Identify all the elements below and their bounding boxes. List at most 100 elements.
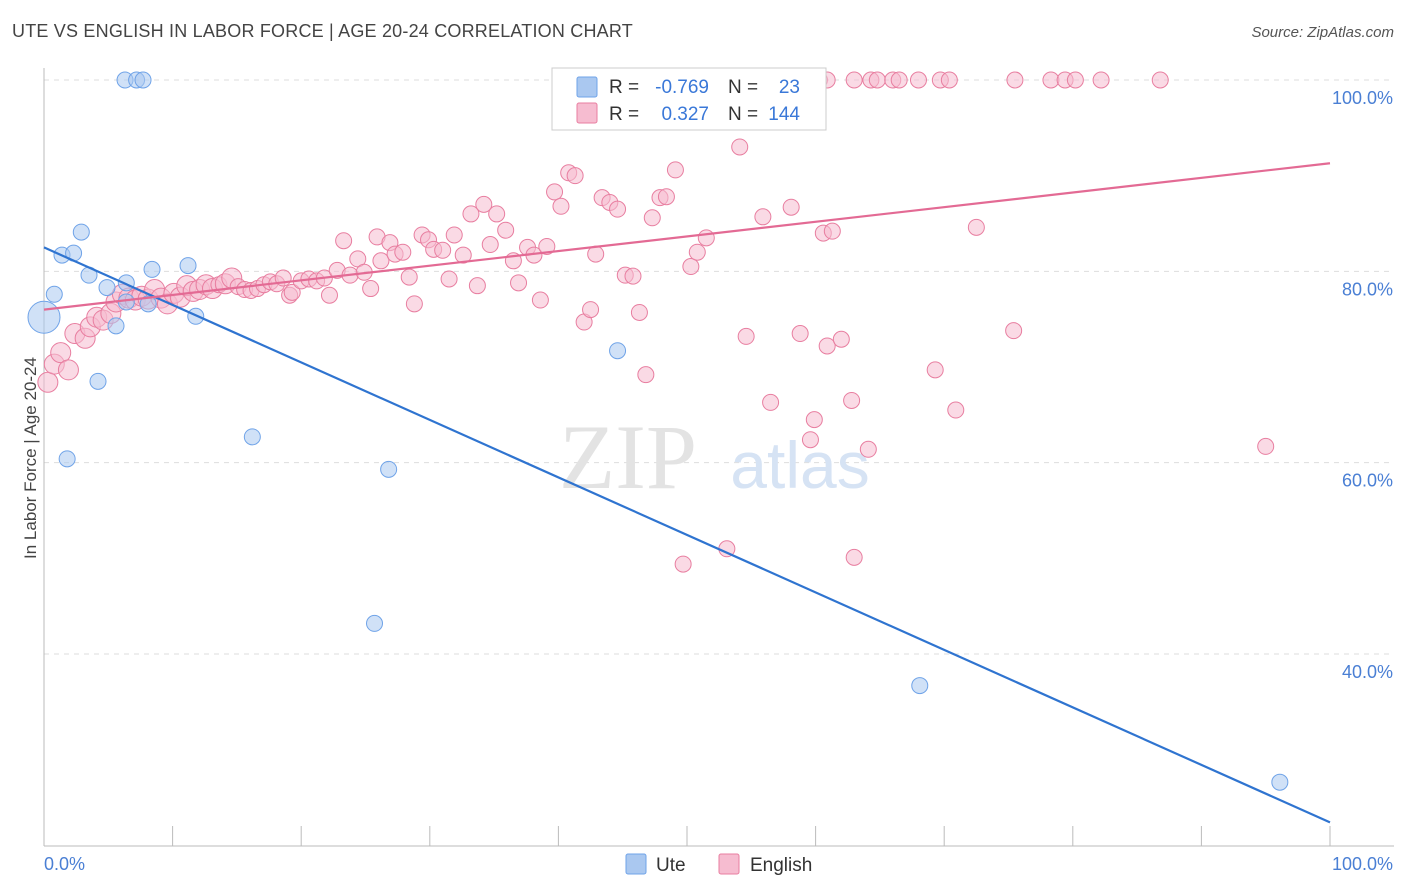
ute-point: [911, 677, 929, 695]
ute-point: [58, 450, 76, 468]
trend-lines: [43, 162, 1331, 824]
english-point: [1042, 71, 1060, 89]
ute-point: [134, 71, 152, 89]
english-point: [845, 548, 863, 566]
legend-english-r-label: R =: [609, 104, 639, 125]
english-point: [538, 237, 556, 255]
chart-title: UTE VS ENGLISH IN LABOR FORCE | AGE 20-2…: [12, 21, 633, 41]
english-point: [531, 291, 549, 309]
english-point: [805, 411, 823, 429]
ute-point: [98, 279, 116, 297]
y-tick-label: 40.0%: [1342, 662, 1393, 682]
english-point: [782, 198, 800, 216]
legend-ute-r-value: -0.769: [655, 77, 709, 98]
bottom-legend: Ute English: [625, 853, 812, 876]
english-point: [445, 226, 463, 244]
english-point: [1006, 71, 1024, 89]
legend-ute-swatch: [576, 76, 598, 98]
ute-point: [179, 257, 197, 275]
english-point: [731, 138, 749, 156]
english-point: [845, 71, 863, 89]
y-axis-label: In Labor Force | Age 20-24: [21, 357, 40, 559]
legend-english-swatch: [576, 102, 598, 124]
x-tick-label: 0.0%: [44, 854, 85, 874]
ute-point: [45, 285, 63, 303]
ute-point: [380, 460, 398, 478]
english-point: [475, 195, 493, 213]
legend-box: R = -0.769 N = 23 R = 0.327 N = 144: [551, 67, 827, 131]
english-point: [926, 361, 944, 379]
watermark-atlas: atlas: [730, 428, 869, 502]
english-point: [462, 205, 480, 223]
english-point: [688, 243, 706, 261]
english-point: [454, 246, 472, 264]
english-point: [400, 268, 418, 286]
english-point: [674, 555, 692, 573]
ute-point: [143, 260, 161, 278]
watermark: ZIP atlas: [559, 406, 870, 508]
english-point: [552, 197, 570, 215]
english-point: [405, 295, 423, 313]
english-point: [497, 221, 515, 239]
ute-point: [107, 317, 125, 335]
english-point: [801, 431, 819, 449]
ute-point: [139, 295, 157, 313]
y-tick-label: 100.0%: [1332, 88, 1393, 108]
english-point: [657, 188, 675, 206]
english-point: [434, 241, 452, 259]
english-point: [791, 325, 809, 343]
english-point: [394, 243, 412, 261]
gridlines: [44, 79, 1394, 655]
english-point: [1092, 71, 1110, 89]
english-point: [843, 391, 861, 409]
english-point: [1151, 71, 1169, 89]
legend-english-n-value: 144: [768, 104, 800, 125]
english-point: [37, 371, 59, 393]
english-point: [335, 232, 353, 250]
y-tick-label: 60.0%: [1342, 471, 1393, 491]
english-point: [624, 267, 642, 285]
english-point: [737, 327, 755, 345]
english-point: [362, 280, 380, 298]
x-tick-label: 100.0%: [1332, 854, 1393, 874]
bottom-legend-ute-swatch: [625, 853, 647, 875]
english-point: [967, 218, 985, 236]
legend-ute-n-label: N =: [728, 77, 758, 98]
english-point: [637, 366, 655, 384]
english-point: [643, 209, 661, 227]
english-point: [832, 330, 850, 348]
source-label: Source: ZipAtlas.com: [1251, 24, 1394, 41]
english-point: [754, 208, 772, 226]
english-point: [609, 200, 627, 218]
legend-frame: [551, 67, 827, 131]
english-point: [868, 71, 886, 89]
tick-labels: 40.0% 60.0% 80.0% 100.0% 0.0% 100.0%: [44, 88, 1393, 874]
ute-trend-line: [43, 246, 1331, 824]
english-point: [481, 236, 499, 254]
watermark-zip: ZIP: [559, 406, 697, 508]
bottom-legend-english-swatch: [718, 853, 740, 875]
bottom-legend-english-label: English: [750, 855, 812, 876]
english-point: [372, 252, 390, 270]
axes: [43, 68, 1394, 847]
ute-point: [89, 372, 107, 390]
english-point: [818, 337, 836, 355]
english-point: [582, 301, 600, 319]
ute-point: [27, 300, 61, 334]
ute-point: [72, 223, 90, 241]
english-point: [566, 167, 584, 185]
english-point: [1005, 322, 1023, 340]
legend-english-r-value: 0.327: [661, 104, 709, 125]
english-point: [1257, 437, 1275, 455]
legend-english-n-label: N =: [728, 104, 758, 125]
english-point: [488, 205, 506, 223]
ute-point: [243, 428, 261, 446]
english-point: [468, 277, 486, 295]
english-point: [666, 161, 684, 179]
english-point: [890, 71, 908, 89]
english-point: [762, 393, 780, 411]
english-point: [909, 71, 927, 89]
english-point: [546, 183, 564, 201]
bottom-legend-ute-label: Ute: [656, 855, 686, 876]
